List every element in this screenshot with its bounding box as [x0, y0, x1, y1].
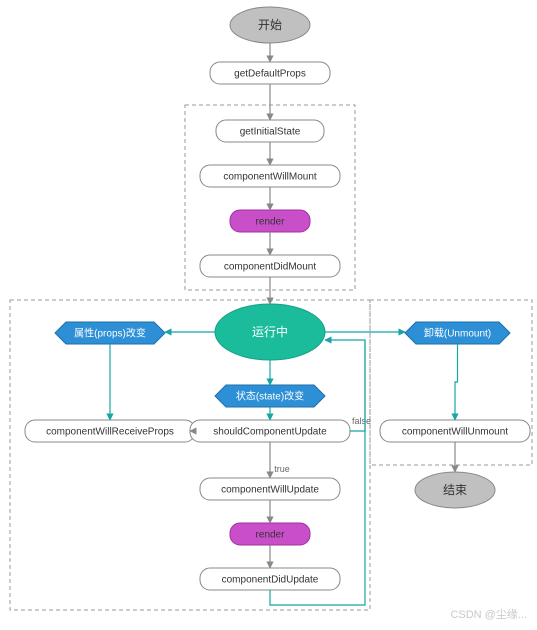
node-componentWillUpdate: componentWillUpdate [200, 478, 340, 500]
svg-text:运行中: 运行中 [252, 324, 288, 339]
svg-text:render: render [256, 217, 286, 228]
watermark: CSDN @尘缘... [450, 606, 527, 622]
node-componentWillUnmount: componentWillUnmount [380, 420, 530, 442]
svg-text:componentWillUnmount: componentWillUnmount [402, 427, 508, 438]
lifecycle-flowchart: 开始 getDefaultProps getInitialState componen… [0, 0, 537, 630]
node-unmount: 卸载(Unmount) [405, 322, 510, 344]
svg-text:状态(state)改变: 状态(state)改变 [236, 390, 304, 403]
node-componentWillReceiveProps: componentWillReceiveProps [25, 420, 195, 442]
svg-text:卸载(Unmount): 卸载(Unmount) [424, 327, 491, 340]
svg-text:render: render [256, 530, 286, 541]
node-render2: render [230, 523, 310, 545]
edge [455, 344, 458, 420]
svg-text:componentWillMount: componentWillMount [223, 172, 317, 183]
node-shouldComponentUpdate: shouldComponentUpdate [190, 420, 350, 442]
svg-text:属性(props)改变: 属性(props)改变 [74, 327, 146, 340]
node-componentDidMount: componentDidMount [200, 255, 340, 277]
node-start: 开始 [230, 7, 310, 43]
svg-text:false: false [352, 416, 371, 426]
svg-text:getInitialState: getInitialState [240, 127, 301, 138]
node-end: 结束 [415, 472, 495, 508]
svg-text:componentDidUpdate: componentDidUpdate [222, 575, 319, 586]
svg-text:getDefaultProps: getDefaultProps [234, 69, 306, 80]
svg-text:componentDidMount: componentDidMount [224, 262, 316, 273]
svg-text:true: true [274, 464, 290, 474]
node-componentWillMount: componentWillMount [200, 165, 340, 187]
svg-text:开始: 开始 [258, 18, 282, 32]
svg-text:componentWillReceiveProps: componentWillReceiveProps [46, 427, 174, 438]
node-running: 运行中 [215, 304, 325, 360]
svg-text:shouldComponentUpdate: shouldComponentUpdate [213, 427, 327, 438]
svg-text:componentWillUpdate: componentWillUpdate [221, 485, 319, 496]
svg-text:结束: 结束 [443, 483, 467, 497]
node-getInitialState: getInitialState [216, 120, 324, 142]
node-getDefaultProps: getDefaultProps [210, 62, 330, 84]
node-render1: render [230, 210, 310, 232]
node-componentDidUpdate: componentDidUpdate [200, 568, 340, 590]
node-propsChange: 属性(props)改变 [55, 322, 165, 344]
node-stateChange: 状态(state)改变 [215, 385, 325, 407]
